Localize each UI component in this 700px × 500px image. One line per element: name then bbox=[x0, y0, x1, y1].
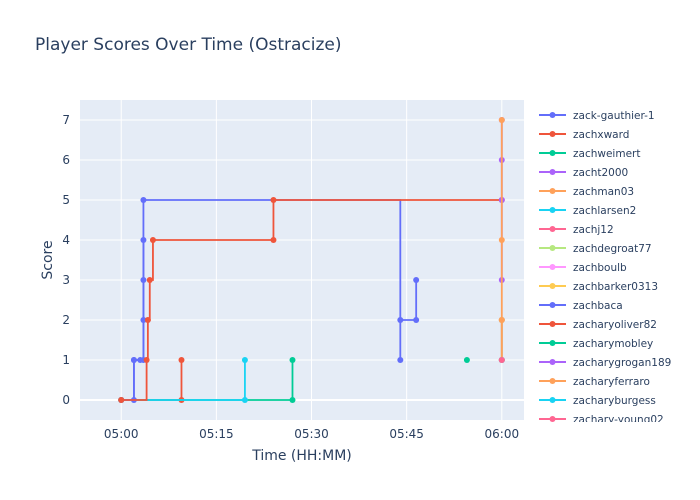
data-point[interactable] bbox=[498, 357, 505, 363]
y-axis-title: Score bbox=[40, 240, 56, 279]
legend-label: zacharymobley bbox=[573, 338, 653, 350]
data-point[interactable] bbox=[143, 357, 150, 363]
legend-label: zachbaca bbox=[573, 300, 623, 312]
legend-item[interactable]: zachlarsen2 bbox=[539, 205, 636, 217]
legend[interactable]: zack-gauthier-1 zachxward zachweimert zacht… bbox=[539, 110, 671, 426]
legend-swatch-marker bbox=[549, 321, 556, 327]
legend-swatch-marker bbox=[549, 264, 556, 270]
y-tick-label: 0 bbox=[62, 393, 70, 407]
data-point[interactable] bbox=[498, 237, 505, 243]
legend-item[interactable]: zacharyferraro bbox=[539, 376, 650, 388]
y-tick-label: 1 bbox=[62, 353, 70, 367]
y-tick-label: 7 bbox=[62, 113, 70, 127]
legend-swatch-marker bbox=[549, 397, 556, 403]
legend-item[interactable]: zachman03 bbox=[539, 186, 634, 198]
legend-label: zachboulb bbox=[573, 262, 627, 274]
legend-swatch-marker bbox=[549, 302, 556, 308]
data-point[interactable] bbox=[118, 397, 125, 403]
data-point[interactable] bbox=[241, 357, 248, 363]
legend-label: zachlarsen2 bbox=[573, 205, 636, 217]
series-zacharymobley bbox=[463, 357, 470, 363]
legend-swatch-marker bbox=[549, 169, 556, 175]
legend-label: zacharyburgess bbox=[573, 395, 656, 407]
data-point[interactable] bbox=[130, 357, 137, 363]
legend-swatch-marker bbox=[549, 112, 556, 118]
data-point[interactable] bbox=[241, 397, 248, 403]
x-axis-title: Time (HH:MM) bbox=[251, 448, 352, 464]
legend-swatch-marker bbox=[549, 359, 556, 365]
legend-item[interactable]: zacharyoliver82 bbox=[539, 319, 657, 331]
legend-item[interactable]: zachboulb bbox=[539, 262, 627, 274]
legend-item[interactable]: zachary-young02 bbox=[539, 414, 664, 426]
data-point[interactable] bbox=[270, 197, 277, 203]
legend-label: zachbarker0313 bbox=[573, 281, 658, 293]
legend-label: zachdegroat77 bbox=[573, 243, 652, 255]
legend-label: zachxward bbox=[573, 129, 629, 141]
legend-item[interactable]: zachj12 bbox=[539, 224, 614, 236]
y-tick-label: 6 bbox=[62, 153, 70, 167]
legend-label: zacharyoliver82 bbox=[573, 319, 657, 331]
y-tick-label: 2 bbox=[62, 313, 70, 327]
series-zachary-young02 bbox=[498, 357, 505, 363]
x-tick-label: 05:00 bbox=[104, 427, 139, 441]
chart-title: Player Scores Over Time (Ostracize) bbox=[35, 35, 342, 55]
legend-label: zack-gauthier-1 bbox=[573, 110, 655, 122]
legend-swatch-marker bbox=[549, 416, 556, 422]
x-tick-label: 05:30 bbox=[294, 427, 329, 441]
legend-item[interactable]: zachbaca bbox=[539, 300, 623, 312]
data-point[interactable] bbox=[289, 397, 296, 403]
legend-label: zacharyferraro bbox=[573, 376, 650, 388]
data-point[interactable] bbox=[397, 357, 404, 363]
data-point[interactable] bbox=[463, 357, 470, 363]
data-point[interactable] bbox=[397, 317, 404, 323]
legend-item[interactable]: zachdegroat77 bbox=[539, 243, 652, 255]
legend-label: zacharygrogan189 bbox=[573, 357, 671, 369]
y-axis: 0 1 2 3 4 5 6 7 bbox=[62, 113, 70, 407]
legend-swatch-marker bbox=[549, 226, 556, 232]
legend-item[interactable]: zachbarker0313 bbox=[539, 281, 658, 293]
legend-label: zachweimert bbox=[573, 148, 640, 160]
legend-item[interactable]: zachweimert bbox=[539, 148, 640, 160]
legend-item[interactable]: zacharyburgess bbox=[539, 395, 656, 407]
data-point[interactable] bbox=[270, 237, 277, 243]
legend-item[interactable]: zachxward bbox=[539, 129, 629, 141]
data-point[interactable] bbox=[289, 357, 296, 363]
legend-swatch-marker bbox=[549, 378, 556, 384]
y-tick-label: 4 bbox=[62, 233, 70, 247]
series-group bbox=[118, 117, 505, 403]
data-point[interactable] bbox=[144, 317, 151, 323]
legend-swatch-marker bbox=[549, 150, 556, 156]
legend-item[interactable]: zacht2000 bbox=[539, 167, 628, 179]
data-point[interactable] bbox=[413, 317, 420, 323]
x-tick-label: 05:45 bbox=[389, 427, 424, 441]
data-point[interactable] bbox=[140, 197, 147, 203]
legend-label: zachj12 bbox=[573, 224, 614, 236]
legend-swatch-marker bbox=[549, 340, 556, 346]
x-tick-label: 06:00 bbox=[485, 427, 520, 441]
legend-item[interactable]: zacharymobley bbox=[539, 338, 653, 350]
data-point[interactable] bbox=[498, 317, 505, 323]
x-tick-label: 05:15 bbox=[199, 427, 234, 441]
y-tick-label: 5 bbox=[62, 193, 70, 207]
legend-label: zachary-young02 bbox=[573, 414, 664, 426]
x-axis: 05:00 05:15 05:30 05:45 06:00 bbox=[104, 427, 519, 441]
legend-label: zacht2000 bbox=[573, 167, 628, 179]
legend-label: zachman03 bbox=[573, 186, 634, 198]
y-tick-label: 3 bbox=[62, 273, 70, 287]
legend-item[interactable]: zack-gauthier-1 bbox=[539, 110, 655, 122]
data-point[interactable] bbox=[498, 117, 505, 123]
legend-swatch-marker bbox=[549, 131, 556, 137]
data-point[interactable] bbox=[178, 357, 185, 363]
legend-swatch-marker bbox=[549, 207, 556, 213]
data-point[interactable] bbox=[413, 277, 420, 283]
data-point[interactable] bbox=[146, 277, 153, 283]
legend-swatch-marker bbox=[549, 283, 556, 289]
series-line bbox=[121, 199, 502, 401]
legend-item[interactable]: zacharygrogan189 bbox=[539, 357, 671, 369]
legend-swatch-marker bbox=[549, 188, 556, 194]
plot-area bbox=[80, 100, 524, 420]
data-point[interactable] bbox=[149, 237, 156, 243]
legend-swatch-marker bbox=[549, 245, 556, 251]
